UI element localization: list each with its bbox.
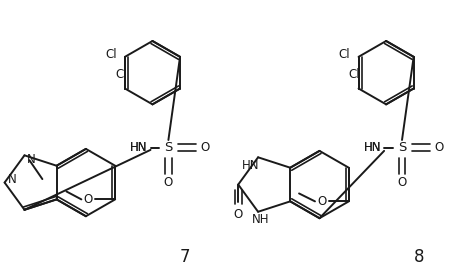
Text: N: N: [27, 153, 36, 166]
Text: HN: HN: [241, 159, 259, 172]
Text: O: O: [164, 176, 173, 189]
Text: S: S: [164, 142, 172, 154]
Text: O: O: [398, 176, 406, 189]
Text: Cl: Cl: [105, 48, 117, 61]
Text: O: O: [201, 142, 210, 154]
Text: HN: HN: [364, 142, 381, 154]
Text: HN: HN: [364, 142, 381, 154]
Text: 7: 7: [180, 248, 191, 266]
Text: O: O: [234, 208, 243, 221]
Text: Cl: Cl: [339, 48, 350, 61]
Text: O: O: [84, 193, 93, 206]
Text: Cl: Cl: [115, 68, 127, 81]
Text: NH: NH: [252, 213, 270, 226]
Text: O: O: [434, 142, 443, 154]
Text: Cl: Cl: [349, 68, 360, 81]
Text: O: O: [317, 195, 326, 208]
Text: N: N: [8, 173, 17, 186]
Text: HN: HN: [130, 142, 147, 154]
Text: S: S: [398, 142, 406, 154]
Text: HN: HN: [130, 142, 147, 154]
Text: 8: 8: [414, 248, 424, 266]
